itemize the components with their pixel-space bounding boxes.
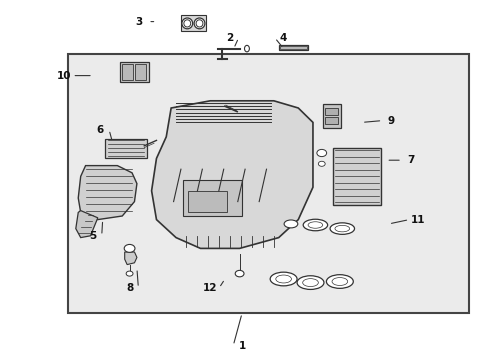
Circle shape [235,270,244,277]
Bar [181,15,206,31]
Text: 6: 6 [97,125,103,135]
Circle shape [126,271,133,276]
Ellipse shape [194,18,204,29]
Text: 12: 12 [203,283,217,293]
Bar [280,46,306,49]
Text: 2: 2 [226,33,233,43]
Text: 1: 1 [238,341,245,351]
Ellipse shape [196,20,203,27]
Ellipse shape [303,219,327,231]
Bar [322,104,341,128]
Text: 8: 8 [126,283,133,293]
Polygon shape [151,101,312,248]
Text: 4: 4 [279,33,287,43]
Polygon shape [124,252,137,265]
Ellipse shape [275,275,291,283]
Circle shape [316,149,326,157]
Ellipse shape [334,225,349,232]
Ellipse shape [297,276,323,289]
Bar [122,64,133,80]
Text: 3: 3 [136,17,142,27]
Ellipse shape [331,278,347,285]
Bar [68,54,468,313]
Ellipse shape [244,45,249,52]
Bar [188,191,227,212]
Bar [278,45,307,50]
Ellipse shape [307,222,322,228]
Bar [135,64,146,80]
Bar [324,117,338,124]
Ellipse shape [302,279,318,287]
Polygon shape [76,211,98,238]
Text: 11: 11 [410,215,425,225]
Text: 9: 9 [387,116,394,126]
Bar [183,180,242,216]
Ellipse shape [183,20,190,27]
Ellipse shape [182,18,192,29]
Ellipse shape [269,272,296,286]
Bar [105,139,146,158]
Circle shape [318,161,325,166]
Text: 5: 5 [89,231,96,241]
Polygon shape [78,166,137,220]
Text: 10: 10 [56,71,71,81]
Ellipse shape [284,220,297,228]
Text: 7: 7 [406,155,414,165]
Bar [120,62,149,82]
Circle shape [124,244,135,252]
Bar [332,148,381,205]
Bar [324,108,338,115]
Ellipse shape [329,223,354,234]
Ellipse shape [326,275,352,288]
